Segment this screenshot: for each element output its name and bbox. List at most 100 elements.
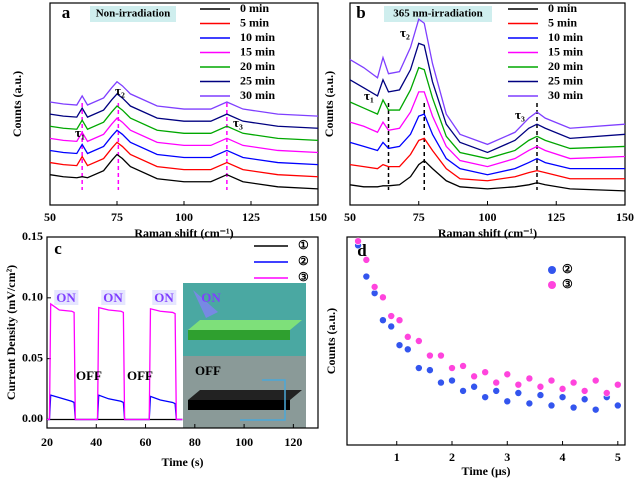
x-axis-label: Raman shift (cm⁻¹) bbox=[438, 226, 537, 240]
point bbox=[558, 393, 567, 401]
point bbox=[536, 391, 545, 399]
annotation: τ₁ bbox=[364, 88, 374, 103]
legend-label: ③ bbox=[562, 277, 573, 291]
point bbox=[448, 376, 456, 385]
series-line bbox=[47, 302, 183, 421]
series-line bbox=[49, 80, 319, 117]
x-tick-label: 60 bbox=[140, 435, 152, 449]
inset-slab-dark bbox=[188, 390, 302, 400]
legend-label: 25 min bbox=[240, 73, 275, 87]
legend-label: 20 min bbox=[240, 59, 275, 73]
panel-label: a bbox=[62, 3, 71, 22]
point bbox=[503, 370, 512, 379]
point bbox=[403, 333, 412, 341]
point bbox=[387, 322, 396, 331]
legend-label: ③ bbox=[298, 270, 309, 284]
series-line bbox=[49, 129, 319, 166]
y-tick-label: 0.10 bbox=[22, 290, 43, 304]
legend-label: ② bbox=[298, 254, 309, 268]
annotation: ON bbox=[103, 290, 123, 305]
annotation: OFF bbox=[76, 368, 102, 383]
legend-label: 5 min bbox=[548, 15, 577, 29]
inset-slab-side bbox=[188, 330, 290, 340]
series-line bbox=[49, 141, 319, 178]
point bbox=[514, 389, 523, 397]
point bbox=[379, 316, 387, 325]
x-tick-label: 100 bbox=[235, 435, 253, 449]
annotation: τ₃ bbox=[233, 115, 243, 130]
legend-label: ② bbox=[562, 262, 573, 276]
x-tick-label: 3 bbox=[504, 450, 510, 464]
annotation: ON bbox=[201, 290, 221, 305]
legend-label: 5 min bbox=[240, 15, 269, 29]
inset-beam bbox=[193, 290, 218, 318]
inset-wire bbox=[240, 379, 286, 421]
legend-label: 30 min bbox=[548, 88, 583, 102]
point bbox=[591, 376, 600, 385]
y-axis-label: Counts (a.u.) bbox=[324, 308, 338, 374]
x-tick-label: 20 bbox=[41, 435, 53, 449]
legend-label: 15 min bbox=[548, 44, 583, 58]
panel-label: c bbox=[54, 239, 62, 258]
series-line bbox=[349, 137, 625, 182]
point bbox=[379, 293, 387, 302]
y-axis-label: Counts (a.u.) bbox=[322, 71, 336, 137]
x-tick-label: 80 bbox=[189, 435, 201, 449]
annotation-bg bbox=[384, 6, 492, 22]
point bbox=[403, 345, 412, 354]
x-tick-label: 75 bbox=[413, 210, 425, 224]
annotation-bg bbox=[152, 289, 177, 305]
point bbox=[547, 376, 556, 385]
annotation-bg bbox=[101, 289, 126, 305]
annotation: τ₁ bbox=[75, 125, 85, 140]
legend-label: 0 min bbox=[548, 1, 577, 15]
x-tick-label: 120 bbox=[284, 435, 302, 449]
point bbox=[580, 387, 589, 395]
point bbox=[448, 364, 456, 372]
y-tick-label: 0.05 bbox=[22, 350, 43, 364]
point bbox=[614, 401, 622, 410]
x-tick-label: 150 bbox=[616, 210, 634, 224]
series-line bbox=[349, 42, 626, 154]
x-tick-label: 2 bbox=[449, 450, 455, 464]
legend-label: 15 min bbox=[240, 44, 275, 58]
point bbox=[426, 351, 434, 360]
x-tick-label: 125 bbox=[242, 210, 260, 224]
series-line bbox=[49, 105, 319, 142]
point bbox=[558, 385, 567, 393]
point bbox=[481, 368, 489, 377]
legend-label: 10 min bbox=[548, 30, 583, 44]
series-line bbox=[349, 91, 626, 168]
x-tick-label: 5 bbox=[615, 450, 621, 464]
point bbox=[602, 389, 611, 397]
x-tick-label: 100 bbox=[175, 210, 193, 224]
series-line bbox=[349, 159, 626, 192]
annotation: τ₃ bbox=[515, 107, 525, 122]
point bbox=[492, 387, 501, 395]
series-line bbox=[49, 93, 319, 129]
point bbox=[354, 237, 362, 245]
legend-marker bbox=[548, 281, 556, 289]
legend-label: ① bbox=[298, 238, 309, 252]
legend-label: 20 min bbox=[548, 59, 583, 73]
point bbox=[525, 374, 534, 383]
y-tick-label: 0.15 bbox=[22, 229, 43, 243]
legend-marker bbox=[548, 266, 556, 274]
point bbox=[569, 378, 578, 387]
point bbox=[362, 272, 371, 281]
x-axis-label: Raman shift (cm⁻¹) bbox=[134, 226, 233, 240]
point bbox=[547, 401, 556, 410]
x-axis-label: Time (s) bbox=[161, 455, 203, 469]
x-tick-label: 50 bbox=[44, 210, 56, 224]
point bbox=[395, 341, 404, 349]
point bbox=[492, 378, 501, 387]
x-axis-label: Time (μs) bbox=[462, 464, 511, 478]
point bbox=[387, 312, 396, 320]
point bbox=[370, 283, 379, 291]
point bbox=[569, 403, 578, 412]
annotation-bg bbox=[90, 6, 176, 22]
legend-label: 10 min bbox=[240, 30, 275, 44]
point bbox=[362, 256, 371, 264]
series-line bbox=[49, 153, 319, 190]
